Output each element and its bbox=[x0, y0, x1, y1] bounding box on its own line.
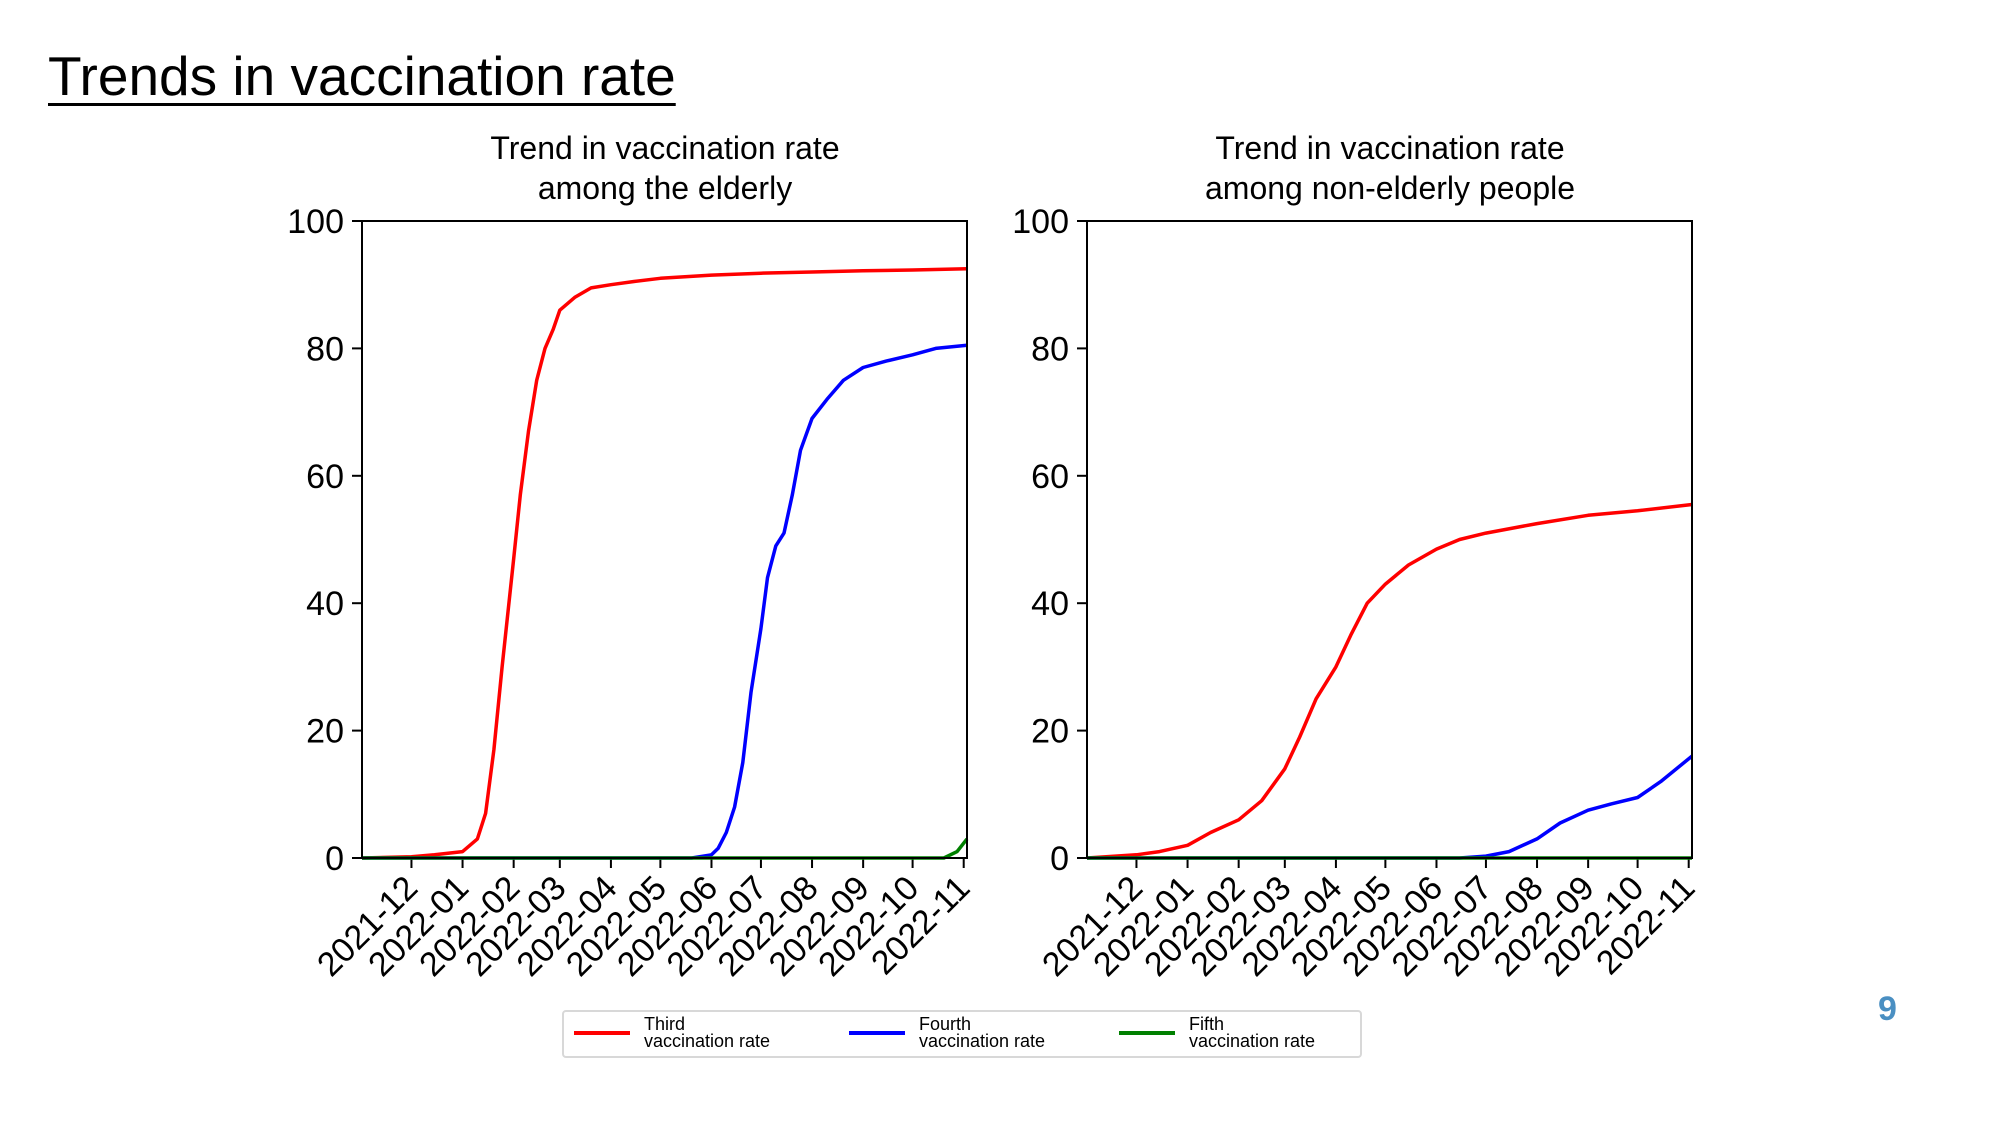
series-line-fourth bbox=[362, 343, 968, 860]
legend-swatch-third bbox=[574, 1031, 630, 1035]
legend-label-fifth: Fifth vaccination rate bbox=[1189, 1014, 1316, 1051]
chart-title: Trend in vaccination rate among non-elde… bbox=[1204, 130, 1576, 206]
plot-frame bbox=[1086, 220, 1693, 859]
chart-svg: 0204060801002021-122022-012022-022022-03… bbox=[1012, 203, 1702, 984]
y-tick-label: 40 bbox=[306, 585, 344, 623]
y-tick-label: 80 bbox=[1031, 330, 1069, 368]
plot-frame bbox=[361, 220, 968, 859]
y-tick-label: 20 bbox=[1031, 713, 1069, 751]
y-tick-label: 100 bbox=[1012, 203, 1069, 241]
chart-svg: 0204060801002021-122022-012022-022022-03… bbox=[287, 203, 977, 984]
y-tick-label: 0 bbox=[325, 840, 344, 878]
y-tick-label: 60 bbox=[1031, 458, 1069, 496]
y-tick-label: 60 bbox=[306, 458, 344, 496]
legend-label-fourth: Fourth vaccination rate bbox=[919, 1014, 1046, 1051]
y-tick-label: 0 bbox=[1050, 840, 1069, 878]
chart-elderly: Trend in vaccination rate among the elde… bbox=[250, 128, 1050, 1008]
y-tick-label: 40 bbox=[1031, 585, 1069, 623]
chart-title: Trend in vaccination rate among the elde… bbox=[490, 130, 840, 206]
legend: Third vaccination rate Fourth vaccinatio… bbox=[562, 1010, 1362, 1058]
legend-swatch-fourth bbox=[849, 1031, 905, 1035]
chart-non-elderly: Trend in vaccination rate among non-elde… bbox=[975, 128, 1775, 1008]
legend-label-third: Third vaccination rate bbox=[644, 1014, 771, 1051]
series-line-fifth bbox=[362, 837, 969, 860]
series-line-third bbox=[361, 267, 968, 860]
page-number: 9 bbox=[1878, 990, 1897, 1028]
y-tick-label: 80 bbox=[306, 330, 344, 368]
page-title: Trends in vaccination rate bbox=[48, 45, 676, 107]
legend-swatch-fifth bbox=[1119, 1031, 1175, 1035]
series-line-third bbox=[1086, 502, 1693, 860]
y-tick-label: 20 bbox=[306, 713, 344, 751]
series-line-fourth bbox=[1087, 754, 1694, 860]
y-tick-label: 100 bbox=[287, 203, 344, 241]
